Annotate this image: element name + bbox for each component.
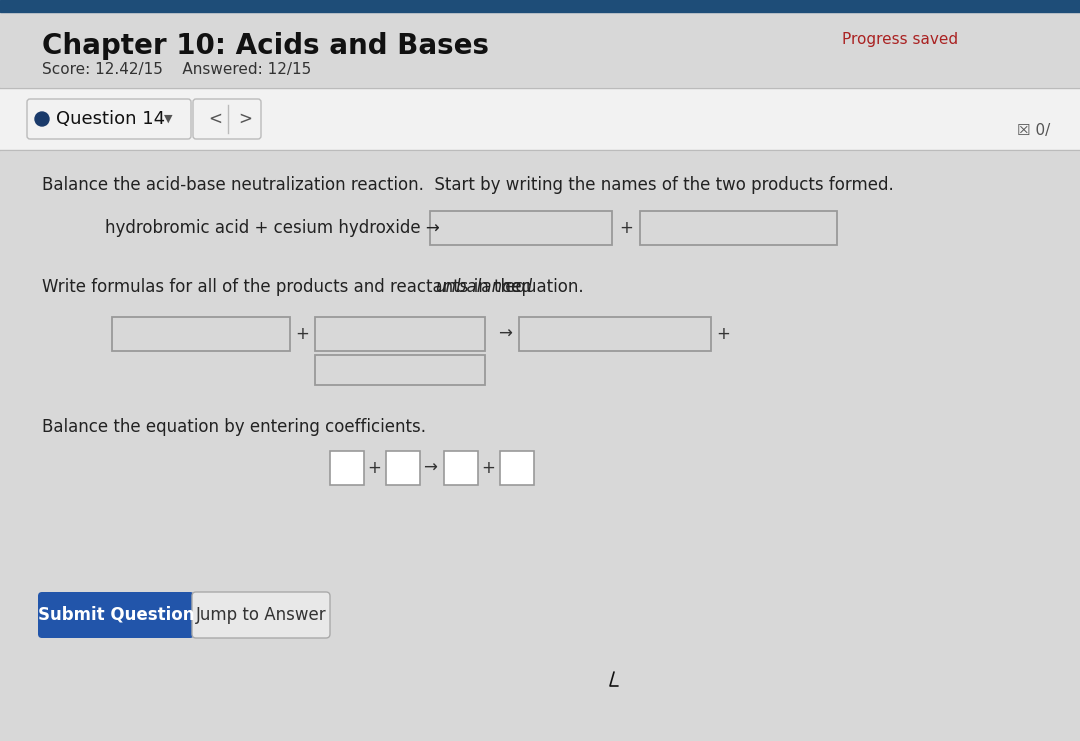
FancyBboxPatch shape [430, 211, 612, 245]
Text: +: + [367, 459, 381, 477]
Circle shape [35, 112, 49, 126]
FancyBboxPatch shape [192, 592, 330, 638]
Text: +: + [716, 325, 730, 343]
Text: equation.: equation. [500, 278, 584, 296]
Text: ▼: ▼ [164, 114, 172, 124]
Text: hydrobromic acid + cesium hydroxide →: hydrobromic acid + cesium hydroxide → [105, 219, 440, 237]
Text: +: + [481, 459, 495, 477]
Text: >: > [238, 110, 252, 128]
FancyBboxPatch shape [112, 317, 291, 351]
FancyBboxPatch shape [27, 99, 191, 139]
Text: Balance the equation by entering coefficients.: Balance the equation by entering coeffic… [42, 418, 426, 436]
Text: +: + [295, 325, 309, 343]
Bar [0, 0, 1080, 12]
Text: Jump to Answer: Jump to Answer [195, 606, 326, 624]
Bar [0, 88, 1080, 150]
FancyBboxPatch shape [315, 317, 485, 351]
Text: →: → [498, 325, 512, 343]
Text: Write formulas for all of the products and reactants in the: Write formulas for all of the products a… [42, 278, 527, 296]
FancyBboxPatch shape [193, 99, 261, 139]
Text: Question 14: Question 14 [56, 110, 165, 128]
Text: <: < [208, 110, 222, 128]
Text: Chapter 10: Acids and Bases: Chapter 10: Acids and Bases [42, 32, 489, 60]
Text: unbalanced: unbalanced [435, 278, 532, 296]
Bar [500, 451, 534, 485]
Text: +: + [619, 219, 633, 237]
FancyBboxPatch shape [315, 355, 485, 385]
FancyBboxPatch shape [519, 317, 711, 351]
FancyBboxPatch shape [640, 211, 837, 245]
Text: Score: 12.42/15    Answered: 12/15: Score: 12.42/15 Answered: 12/15 [42, 62, 311, 77]
Bar [444, 451, 478, 485]
Text: Submit Question: Submit Question [38, 606, 194, 624]
Text: →: → [423, 459, 437, 477]
FancyBboxPatch shape [38, 592, 194, 638]
Text: ☒ 0/: ☒ 0/ [1016, 124, 1050, 139]
Text: Progress saved: Progress saved [842, 32, 958, 47]
Text: Balance the acid-base neutralization reaction.  Start by writing the names of th: Balance the acid-base neutralization rea… [42, 176, 894, 194]
Bar [386, 451, 420, 485]
Bar [330, 451, 364, 485]
